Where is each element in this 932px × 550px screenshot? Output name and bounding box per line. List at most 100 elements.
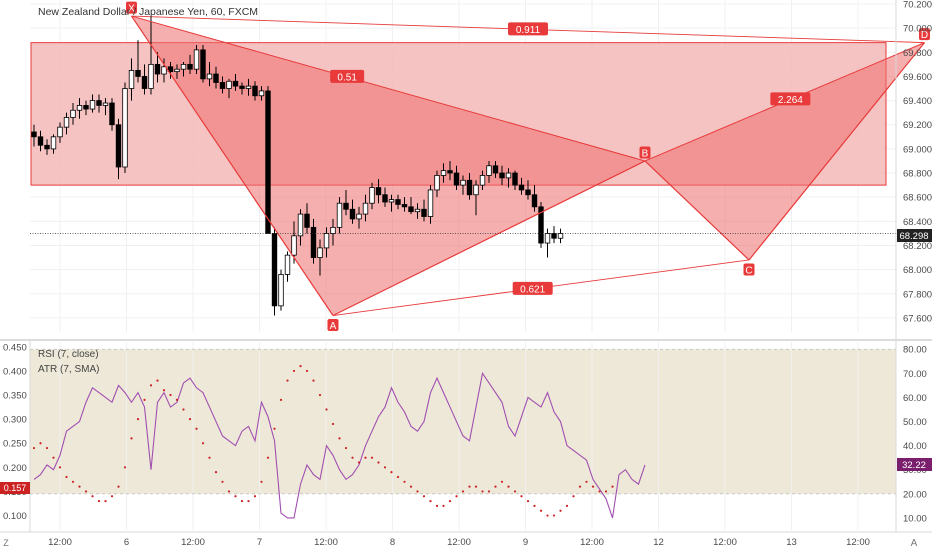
candle <box>57 122 63 143</box>
atr-dot <box>299 365 302 368</box>
ratio-label: 0.911 <box>516 25 541 36</box>
candle-body <box>317 247 323 258</box>
candle-body <box>31 131 37 138</box>
candle-body <box>330 226 336 234</box>
candle-body <box>278 274 284 307</box>
candle-body <box>239 85 245 89</box>
candle <box>297 209 304 246</box>
candles[interactable] <box>31 16 564 316</box>
ratio-label-bg <box>512 281 553 295</box>
candle <box>193 45 200 75</box>
price-scale-mode-letter[interactable]: A <box>911 538 918 549</box>
atr-dot <box>117 485 120 488</box>
atr-dot <box>39 442 42 445</box>
price-tick-label: 68.600 <box>903 193 932 204</box>
candle-body <box>265 90 271 234</box>
candle-body <box>258 90 265 97</box>
candle <box>512 170 518 190</box>
candle-body <box>388 199 395 203</box>
candle <box>89 94 96 113</box>
atr-dot <box>156 379 159 382</box>
candle-body <box>109 102 115 126</box>
candle <box>174 64 180 79</box>
time-tick-label: 9 <box>523 537 528 548</box>
atr-dot <box>364 456 367 459</box>
candle-body <box>37 136 44 146</box>
candle <box>180 61 187 77</box>
point-label: B <box>642 148 649 159</box>
atr-dot <box>396 475 400 479</box>
candle <box>271 227 278 316</box>
candle-body <box>323 233 330 249</box>
candle <box>245 78 252 96</box>
candle <box>148 16 154 95</box>
rsi-band <box>30 349 896 494</box>
candle <box>551 226 557 244</box>
atr-dot <box>175 398 179 401</box>
candle <box>440 163 447 183</box>
candle-body <box>232 80 239 87</box>
atr-dot <box>565 504 569 507</box>
atr-dot <box>611 485 614 488</box>
candle-body <box>148 63 154 89</box>
atr-dot <box>552 514 556 517</box>
atr-dot <box>188 418 192 421</box>
atr-dot <box>481 490 484 493</box>
indicator-scale-mode-letter[interactable]: Z <box>3 538 9 548</box>
time-axis[interactable]: 12:00 6 12:00 7 12:00 8 12:00 9 12:00 12 12:00 13 12… <box>48 537 870 548</box>
atr-dot <box>442 504 445 507</box>
price-tick-label: 67.600 <box>903 313 932 324</box>
atr-dot <box>247 499 250 503</box>
last-price-label: 68.298 <box>899 231 928 242</box>
atr-dot <box>208 456 211 459</box>
leg-cd <box>748 42 925 261</box>
candle <box>304 203 310 234</box>
rsi-tick-label: 10.00 <box>903 513 927 524</box>
ratio-label-bg <box>330 69 365 83</box>
harmonic-pattern-lines[interactable]: 0.51 0.621 2.264 0.911 X A B C D <box>126 1 930 332</box>
candle-body <box>76 105 83 111</box>
atr-dot <box>143 398 146 401</box>
atr-dot <box>292 369 296 373</box>
atr-dot <box>494 485 497 488</box>
candle-body <box>135 70 141 77</box>
time-tick-label: 12:00 <box>48 537 72 548</box>
time-tick-label: 13 <box>786 537 797 548</box>
time-tick-label: 7 <box>257 537 262 548</box>
candle <box>421 199 427 222</box>
atr-dot <box>429 499 432 503</box>
price-axis[interactable]: 70.200 70.000 69.800 69.600 69.400 69.200 69.0… <box>903 0 932 324</box>
candle <box>492 160 499 178</box>
candle-body <box>453 172 460 186</box>
atr-dot <box>279 398 283 401</box>
atr-dot <box>91 495 94 498</box>
candle-body <box>492 165 499 174</box>
ratio-label-bg <box>770 92 811 106</box>
atr-dot <box>201 442 205 445</box>
candle <box>479 170 486 190</box>
candle-body <box>369 187 375 204</box>
atr-dot <box>500 480 504 483</box>
candle-body <box>271 233 278 307</box>
point-label-bg <box>327 319 339 332</box>
atr-dot <box>52 456 55 459</box>
point-label: X <box>128 4 135 15</box>
time-tick-label: 12:00 <box>314 537 338 548</box>
time-tick-label: 12:00 <box>580 537 604 548</box>
candle-body <box>349 208 356 220</box>
leg-xa <box>131 15 334 316</box>
atr-dot <box>32 446 36 450</box>
atr-dot <box>461 490 465 493</box>
candle <box>284 251 291 282</box>
rsi-tick-label: 70.00 <box>903 369 927 380</box>
atr-title: ATR (7, SMA) <box>38 364 99 375</box>
candle-body <box>336 202 343 228</box>
candle-body <box>245 85 252 89</box>
atr-dot <box>234 495 237 498</box>
atr-dot <box>546 514 549 517</box>
atr-dot <box>253 495 257 498</box>
atr-dot <box>169 393 172 397</box>
candle <box>414 203 421 219</box>
candle <box>388 194 395 212</box>
